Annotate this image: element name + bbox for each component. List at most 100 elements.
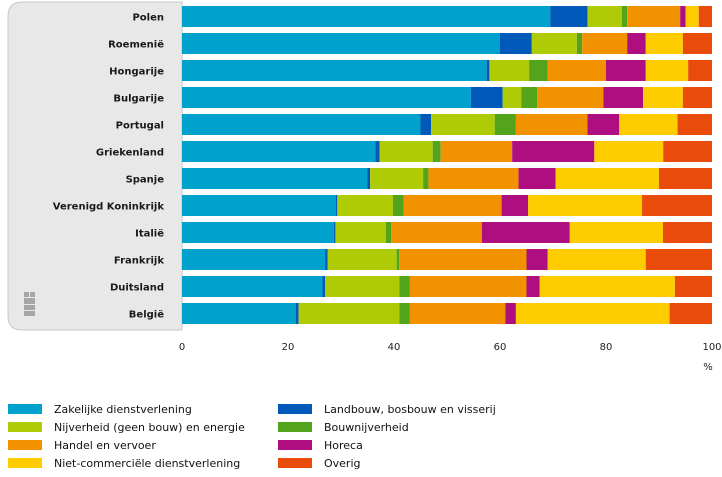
bar-segment-polen-bouwnijverheid <box>621 6 628 27</box>
legend-swatch <box>278 404 312 414</box>
bar-segment-bulgarije-nijverheid-geen-bouw-en-energie <box>502 87 522 108</box>
bar-segment-duitsland-horeca <box>526 276 540 297</box>
legend-swatch <box>8 404 42 414</box>
legend-swatch <box>278 422 312 432</box>
bar-segment-frankrijk-bouwnijverheid <box>396 249 400 270</box>
bar-segment-verenigd-koninkrijk-landbouw-bosbouw-en-visserij <box>335 195 338 216</box>
bar-segment-duitsland-bouwnijverheid <box>399 276 410 297</box>
bar-segment-spanje-nijverheid-geen-bouw-en-energie <box>370 168 424 189</box>
bar-segment-duitsland-nijverheid-geen-bouw-en-energie <box>325 276 400 297</box>
bar-segment-portugal-bouwnijverheid <box>494 114 516 135</box>
category-label-portugal: Portugal <box>116 121 164 132</box>
bar-segment-polen-zakelijke-dienstverlening <box>182 6 551 27</box>
bar-segment-bulgarije-handel-en-vervoer <box>537 87 604 108</box>
bar-segment-verenigd-koninkrijk-niet-commerciele-dienstverlening <box>528 195 643 216</box>
legend-swatch <box>278 440 312 450</box>
bar-segment-bulgarije-bouwnijverheid <box>521 87 538 108</box>
bar-segment-verenigd-koninkrijk-nijverheid-geen-bouw-en-energie <box>337 195 393 216</box>
bar-segment-hongarije-handel-en-vervoer <box>547 60 606 81</box>
bar-segment-duitsland-zakelijke-dienstverlening <box>182 276 323 297</box>
bar-segment-hongarije-landbouw-bosbouw-en-visserij <box>486 60 490 81</box>
stacked-bar-chart: Polen Roemenië Hongarije Bulgarije Portugal G… <box>7 1 722 373</box>
bar-segment-bulgarije-horeca <box>603 87 644 108</box>
bar-segment-spanje-zakelijke-dienstverlening <box>182 168 368 189</box>
legend-label: Niet-commerciële dienstverlening <box>54 456 241 470</box>
bar-segment-bulgarije-landbouw-bosbouw-en-visserij <box>470 87 503 108</box>
legend-label: Horeca <box>324 438 363 452</box>
legend-item-niet-commerciele-dienstverlening: Niet-commerciële dienstverlening <box>8 454 245 472</box>
bar-segment-polen-niet-commerciele-dienstverlening <box>685 6 699 27</box>
bar-segment-duitsland-handel-en-vervoer <box>409 276 527 297</box>
bar-segment-duitsland-overig <box>674 276 712 297</box>
bar-segment-roemenie-niet-commerciele-dienstverlening <box>645 33 683 54</box>
bar-segment-roemenie-horeca <box>627 33 646 54</box>
x-tick-label-100: 100 <box>702 342 721 353</box>
x-axis-ticks: 0 20 40 60 80 100 <box>179 342 722 353</box>
bar-segment-spanje-horeca <box>518 168 556 189</box>
bar-segment-portugal-nijverheid-geen-bouw-en-energie <box>431 114 495 135</box>
category-label-belgie: België <box>129 310 164 321</box>
category-label-bulgarije: Bulgarije <box>113 94 164 105</box>
bar-segment-polen-nijverheid-geen-bouw-en-energie <box>587 6 622 27</box>
bar-segment-belgie-bouwnijverheid <box>399 303 410 324</box>
bar-segment-verenigd-koninkrijk-bouwnijverheid <box>392 195 404 216</box>
category-label-duitsland: Duitsland <box>110 283 164 294</box>
bar-segment-roemenie-handel-en-vervoer <box>582 33 628 54</box>
bar-segment-griekenland-horeca <box>512 141 595 162</box>
legend-swatch <box>8 458 42 468</box>
bar-segment-spanje-niet-commerciele-dienstverlening <box>555 168 659 189</box>
category-label-polen: Polen <box>132 13 164 24</box>
bar-segment-roemenie-overig <box>682 33 712 54</box>
bar-segment-griekenland-overig <box>663 141 712 162</box>
bar-segment-hongarije-niet-commerciele-dienstverlening <box>645 60 689 81</box>
bar-segment-bulgarije-overig <box>682 87 712 108</box>
bar-segment-italie-handel-en-vervoer <box>391 222 482 243</box>
bar-segment-bulgarije-niet-commerciele-dienstverlening <box>643 87 683 108</box>
logo-mark <box>24 292 35 316</box>
bar-segment-belgie-niet-commerciele-dienstverlening <box>515 303 670 324</box>
x-tick-label-0: 0 <box>179 342 185 353</box>
bar-segment-frankrijk-nijverheid-geen-bouw-en-energie <box>327 249 397 270</box>
bar-segment-italie-landbouw-bosbouw-en-visserij <box>333 222 336 243</box>
x-axis-unit: % <box>703 362 713 373</box>
category-label-spanje: Spanje <box>126 175 165 186</box>
bar-segment-italie-horeca <box>481 222 570 243</box>
bar-segment-portugal-zakelijke-dienstverlening <box>182 114 421 135</box>
category-label-griekenland: Griekenland <box>96 148 164 159</box>
legend-label: Nijverheid (geen bouw) en energie <box>54 420 245 434</box>
bar-segment-griekenland-handel-en-vervoer <box>440 141 513 162</box>
bar-segment-griekenland-bouwnijverheid <box>432 141 441 162</box>
legend-item-zakelijke-dienstverlening: Zakelijke dienstverlening <box>8 400 245 418</box>
bar-segment-belgie-horeca <box>505 303 516 324</box>
bar-segment-roemenie-zakelijke-dienstverlening <box>182 33 500 54</box>
legend-swatch <box>8 440 42 450</box>
bar-segment-belgie-handel-en-vervoer <box>409 303 506 324</box>
bar-segment-griekenland-landbouw-bosbouw-en-visserij <box>375 141 380 162</box>
category-label-frankrijk: Frankrijk <box>114 256 164 267</box>
x-tick-label-60: 60 <box>494 342 507 353</box>
bar-segment-italie-overig <box>662 222 712 243</box>
bar-segment-verenigd-koninkrijk-overig <box>642 195 712 216</box>
category-label-italie: Italië <box>135 229 164 240</box>
legend-item-nijverheid-geen-bouw-en-energie: Nijverheid (geen bouw) en energie <box>8 418 245 436</box>
legend-label: Overig <box>324 456 361 470</box>
bar-segment-polen-horeca <box>680 6 686 27</box>
bar-segment-belgie-zakelijke-dienstverlening <box>182 303 296 324</box>
bar-segment-hongarije-horeca <box>606 60 646 81</box>
legend-column-right: Landbouw, bosbouw en visserij Bouwnijverh… <box>278 400 496 472</box>
bar-segment-griekenland-nijverheid-geen-bouw-en-energie <box>379 141 433 162</box>
bar-segment-duitsland-niet-commerciele-dienstverlening <box>539 276 675 297</box>
bar-segment-bulgarije-zakelijke-dienstverlening <box>182 87 471 108</box>
x-tick-label-40: 40 <box>388 342 401 353</box>
bar-segment-polen-handel-en-vervoer <box>627 6 681 27</box>
bars-group <box>182 6 712 324</box>
bar-segment-verenigd-koninkrijk-horeca <box>501 195 529 216</box>
bar-segment-spanje-bouwnijverheid <box>423 168 429 189</box>
bar-segment-verenigd-koninkrijk-zakelijke-dienstverlening <box>182 195 336 216</box>
legend-item-landbouw-bosbouw-en-visserij: Landbouw, bosbouw en visserij <box>278 400 496 418</box>
bar-segment-portugal-niet-commerciele-dienstverlening <box>619 114 678 135</box>
bar-segment-belgie-landbouw-bosbouw-en-visserij <box>295 303 299 324</box>
bar-segment-roemenie-landbouw-bosbouw-en-visserij <box>500 33 532 54</box>
bar-segment-frankrijk-landbouw-bosbouw-en-visserij <box>325 249 328 270</box>
category-labels: Polen Roemenië Hongarije Bulgarije Portugal G… <box>53 13 165 321</box>
